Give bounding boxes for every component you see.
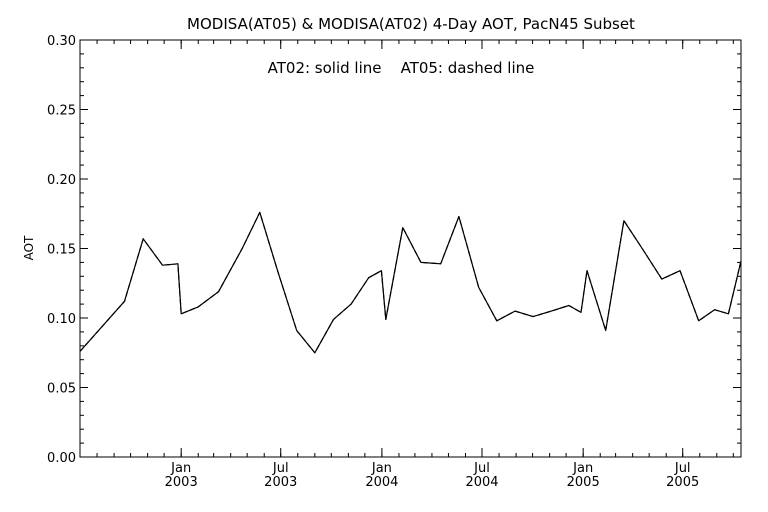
x-tick-label-month: Jan (371, 461, 392, 476)
y-axis: 0.00 0.05 0.10 0.15 0.20 0.25 0.30 (47, 34, 741, 466)
series-layer (79, 211, 742, 354)
y-tick-label: 0.10 (47, 312, 76, 327)
x-tick-label-year: 2003 (165, 475, 198, 490)
series-line-at02 (79, 211, 742, 354)
x-tick-label-month: Jul (272, 461, 289, 476)
x-tick-label-month: Jan (572, 461, 593, 476)
x-tick-label-year: 2003 (264, 475, 297, 490)
x-tick-label-year: 2005 (567, 475, 600, 490)
x-tick-label-month: Jul (674, 461, 691, 476)
y-axis-label: AOT (22, 235, 36, 260)
y-tick-label: 0.00 (47, 451, 76, 466)
x-axis: Jan2003Jul2003Jan2004Jul2004Jan2005Jul20… (79, 40, 734, 490)
series-line-at05 (79, 211, 742, 354)
y-tick-label: 0.20 (47, 173, 76, 188)
y-tick-label: 0.30 (47, 34, 76, 49)
x-tick-label-month: Jul (473, 461, 490, 476)
x-tick-label-month: Jan (170, 461, 191, 476)
x-tick-label-year: 2004 (465, 475, 498, 490)
x-tick-label-year: 2005 (666, 475, 699, 490)
y-tick-label: 0.05 (47, 382, 76, 397)
x-tick-label-year: 2004 (365, 475, 398, 490)
y-tick-label: 0.15 (47, 243, 76, 258)
y-tick-label: 0.25 (47, 104, 76, 119)
line-style-annotation: AT02: solid line AT05: dashed line (268, 59, 535, 77)
chart-title: MODISA(AT05) & MODISA(AT02) 4-Day AOT, P… (187, 15, 635, 33)
